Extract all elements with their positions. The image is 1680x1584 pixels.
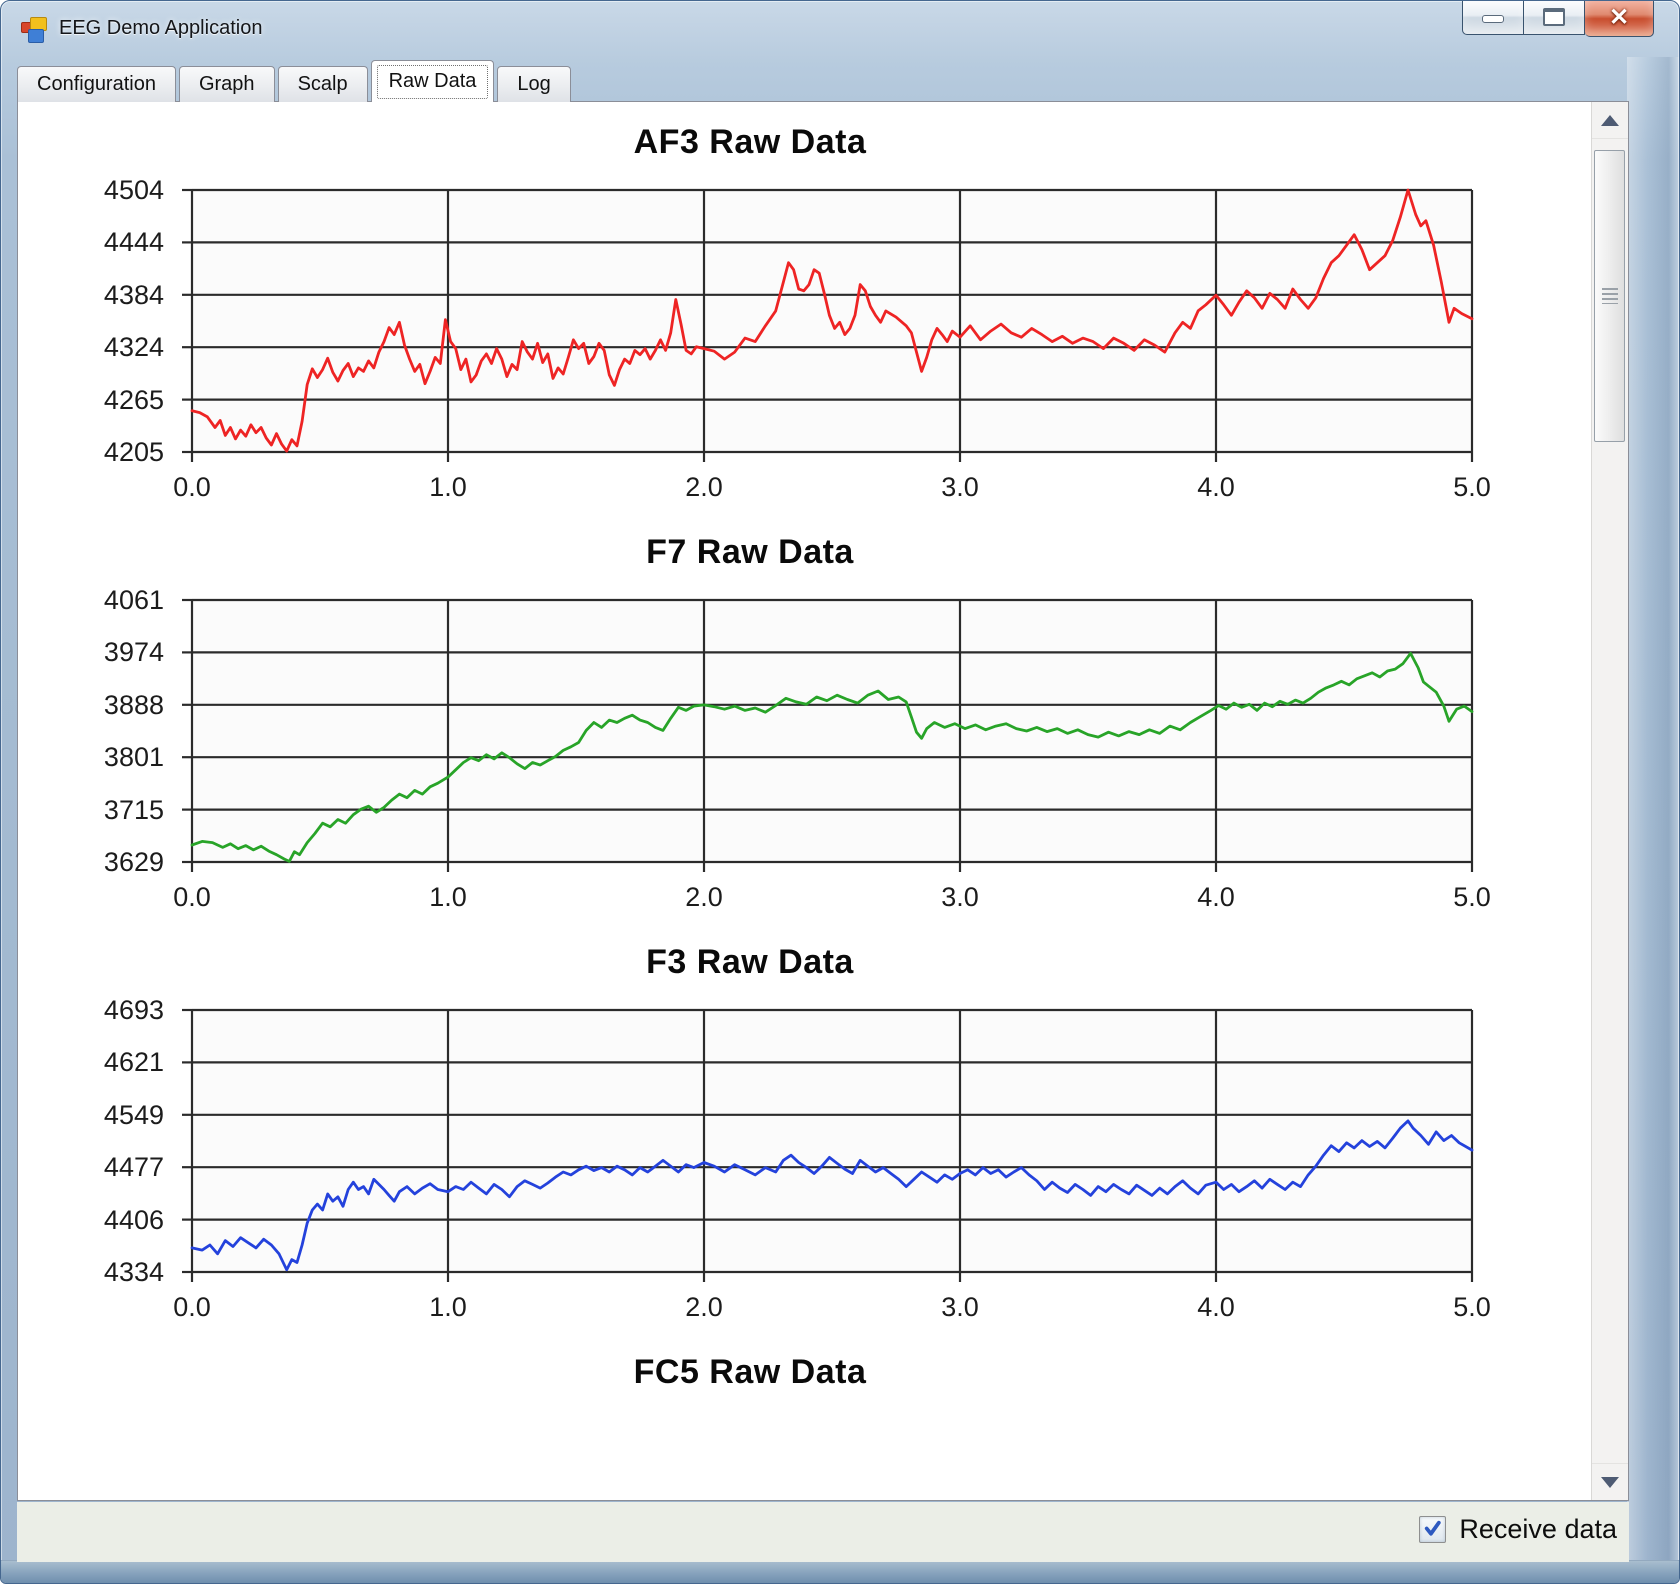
tab-strip: Configuration Graph Scalp Raw Data Log [17, 60, 574, 102]
window-bottom-frame [1, 1560, 1679, 1583]
y-tick-label: 4061 [103, 585, 164, 615]
chart-title: F7 Raw Data [646, 533, 854, 571]
chart-title: AF3 Raw Data [633, 123, 867, 161]
thumb-grip-icon [1601, 288, 1618, 304]
tab-configuration[interactable]: Configuration [17, 66, 176, 102]
plot-af3-raw-data: 4504 4444 4384 4324 4265 4205 [18, 175, 1482, 468]
app-icon [21, 15, 49, 43]
x-tick-label: 0.0 [173, 882, 211, 912]
series-line [190, 188, 1474, 453]
x-tick-label: 4.0 [1197, 472, 1235, 502]
receive-data-checkbox[interactable] [1419, 1516, 1447, 1543]
tab-label: Raw Data [388, 70, 477, 92]
chart-title: FC5 Raw Data [633, 1353, 867, 1391]
arrow-up-icon [1601, 114, 1619, 126]
tab-label: Configuration [37, 73, 156, 95]
y-tick-label: 3629 [103, 847, 164, 877]
y-tick-label: 4621 [103, 1047, 164, 1078]
tab-raw-data[interactable]: Raw Data [370, 60, 495, 102]
y-tick-label: 4504 [103, 175, 164, 205]
x-tick-label: 2.0 [685, 1292, 723, 1322]
raw-data-tab-page: AF3 Raw Data 4504 4444 4384 4324 4265 4205 0.0… [17, 101, 1629, 1501]
chart-f3-raw-data: F3 Raw Data 4693 4621 4549 4477 4406 4334 0.0 1… [18, 940, 1592, 1324]
chart-title: F3 Raw Data [646, 943, 854, 981]
check-icon [1425, 1520, 1442, 1536]
x-tick-label: 3.0 [941, 472, 979, 502]
charts-area: AF3 Raw Data 4504 4444 4384 4324 4265 4205 0.0… [18, 102, 1592, 1500]
series-line [190, 1119, 1474, 1272]
vertical-scrollbar[interactable] [1591, 102, 1628, 1500]
bottom-panel: Receive data [17, 1502, 1629, 1562]
y-tick-label: 4693 [103, 995, 164, 1025]
x-tick-label: 1.0 [429, 882, 467, 912]
chart-fc5-raw-data: FC5 Raw Data [18, 1350, 1592, 1394]
scrollbar-thumb[interactable] [1594, 150, 1625, 442]
scroll-up-button[interactable] [1592, 102, 1628, 139]
x-tick-label: 2.0 [685, 882, 723, 912]
tab-scalp[interactable]: Scalp [277, 66, 368, 102]
x-axis-labels: 0.0 1.0 2.0 3.0 4.0 5.0 [18, 470, 1592, 504]
tab-label: Scalp [297, 73, 348, 95]
tab-label: Graph [198, 73, 255, 95]
y-tick-label: 4549 [103, 1099, 164, 1130]
chart-f7-raw-data: F7 Raw Data 4061 3974 3888 3801 3715 3629 0.0 1… [18, 530, 1592, 914]
chart-af3-raw-data: AF3 Raw Data 4504 4444 4384 4324 4265 4205 0.0… [18, 120, 1592, 504]
y-tick-label: 3715 [103, 794, 164, 825]
minimize-button[interactable] [1462, 1, 1523, 35]
x-tick-label: 0.0 [173, 472, 211, 502]
y-tick-label: 3974 [103, 637, 164, 668]
window-right-frame [1627, 57, 1679, 1561]
x-tick-label: 5.0 [1453, 1292, 1491, 1322]
y-tick-label: 4334 [103, 1257, 164, 1287]
y-tick-label: 4444 [103, 227, 164, 258]
x-tick-label: 5.0 [1453, 472, 1491, 502]
x-tick-label: 4.0 [1197, 1292, 1235, 1322]
window-controls: ✕ [1462, 1, 1654, 37]
tab-label: Log [517, 73, 551, 95]
scroll-down-button[interactable] [1592, 1463, 1628, 1500]
y-tick-label: 4406 [103, 1204, 164, 1235]
x-tick-label: 1.0 [429, 472, 467, 502]
plot-svg [182, 598, 1474, 872]
x-axis-labels: 0.0 1.0 2.0 3.0 4.0 5.0 [18, 880, 1592, 914]
y-tick-label: 4384 [103, 279, 164, 310]
maximize-button[interactable] [1523, 1, 1585, 35]
receive-data-label: Receive data [1459, 1514, 1617, 1544]
y-tick-label: 4265 [103, 384, 164, 415]
arrow-down-icon [1601, 1476, 1619, 1488]
x-axis-labels: 0.0 1.0 2.0 3.0 4.0 5.0 [18, 1290, 1592, 1324]
y-tick-label: 3888 [103, 689, 164, 720]
tab-graph[interactable]: Graph [178, 66, 275, 102]
window-title: EEG Demo Application [59, 17, 263, 39]
close-icon: ✕ [1608, 4, 1630, 31]
x-tick-label: 2.0 [685, 472, 723, 502]
plot-svg [182, 188, 1474, 462]
x-tick-label: 3.0 [941, 882, 979, 912]
y-tick-label: 4324 [103, 332, 164, 363]
receive-data-control[interactable]: Receive data [1419, 1514, 1617, 1545]
minimize-icon [1482, 15, 1504, 23]
y-tick-label: 4477 [103, 1152, 164, 1183]
x-tick-label: 3.0 [941, 1292, 979, 1322]
x-tick-label: 1.0 [429, 1292, 467, 1322]
x-tick-label: 4.0 [1197, 882, 1235, 912]
x-tick-label: 5.0 [1453, 882, 1491, 912]
plot-svg [182, 1008, 1474, 1282]
tab-log[interactable]: Log [497, 66, 571, 102]
close-button[interactable]: ✕ [1585, 1, 1654, 37]
series-line [190, 652, 1474, 863]
title-bar[interactable]: EEG Demo Application ✕ [1, 1, 1679, 57]
plot-f3-raw-data: 4693 4621 4549 4477 4406 4334 [18, 995, 1482, 1288]
maximize-icon [1543, 8, 1565, 26]
y-tick-label: 4205 [103, 437, 164, 467]
plot-f7-raw-data: 4061 3974 3888 3801 3715 3629 [18, 585, 1482, 878]
y-tick-label: 3801 [103, 742, 164, 773]
x-tick-label: 0.0 [173, 1292, 211, 1322]
